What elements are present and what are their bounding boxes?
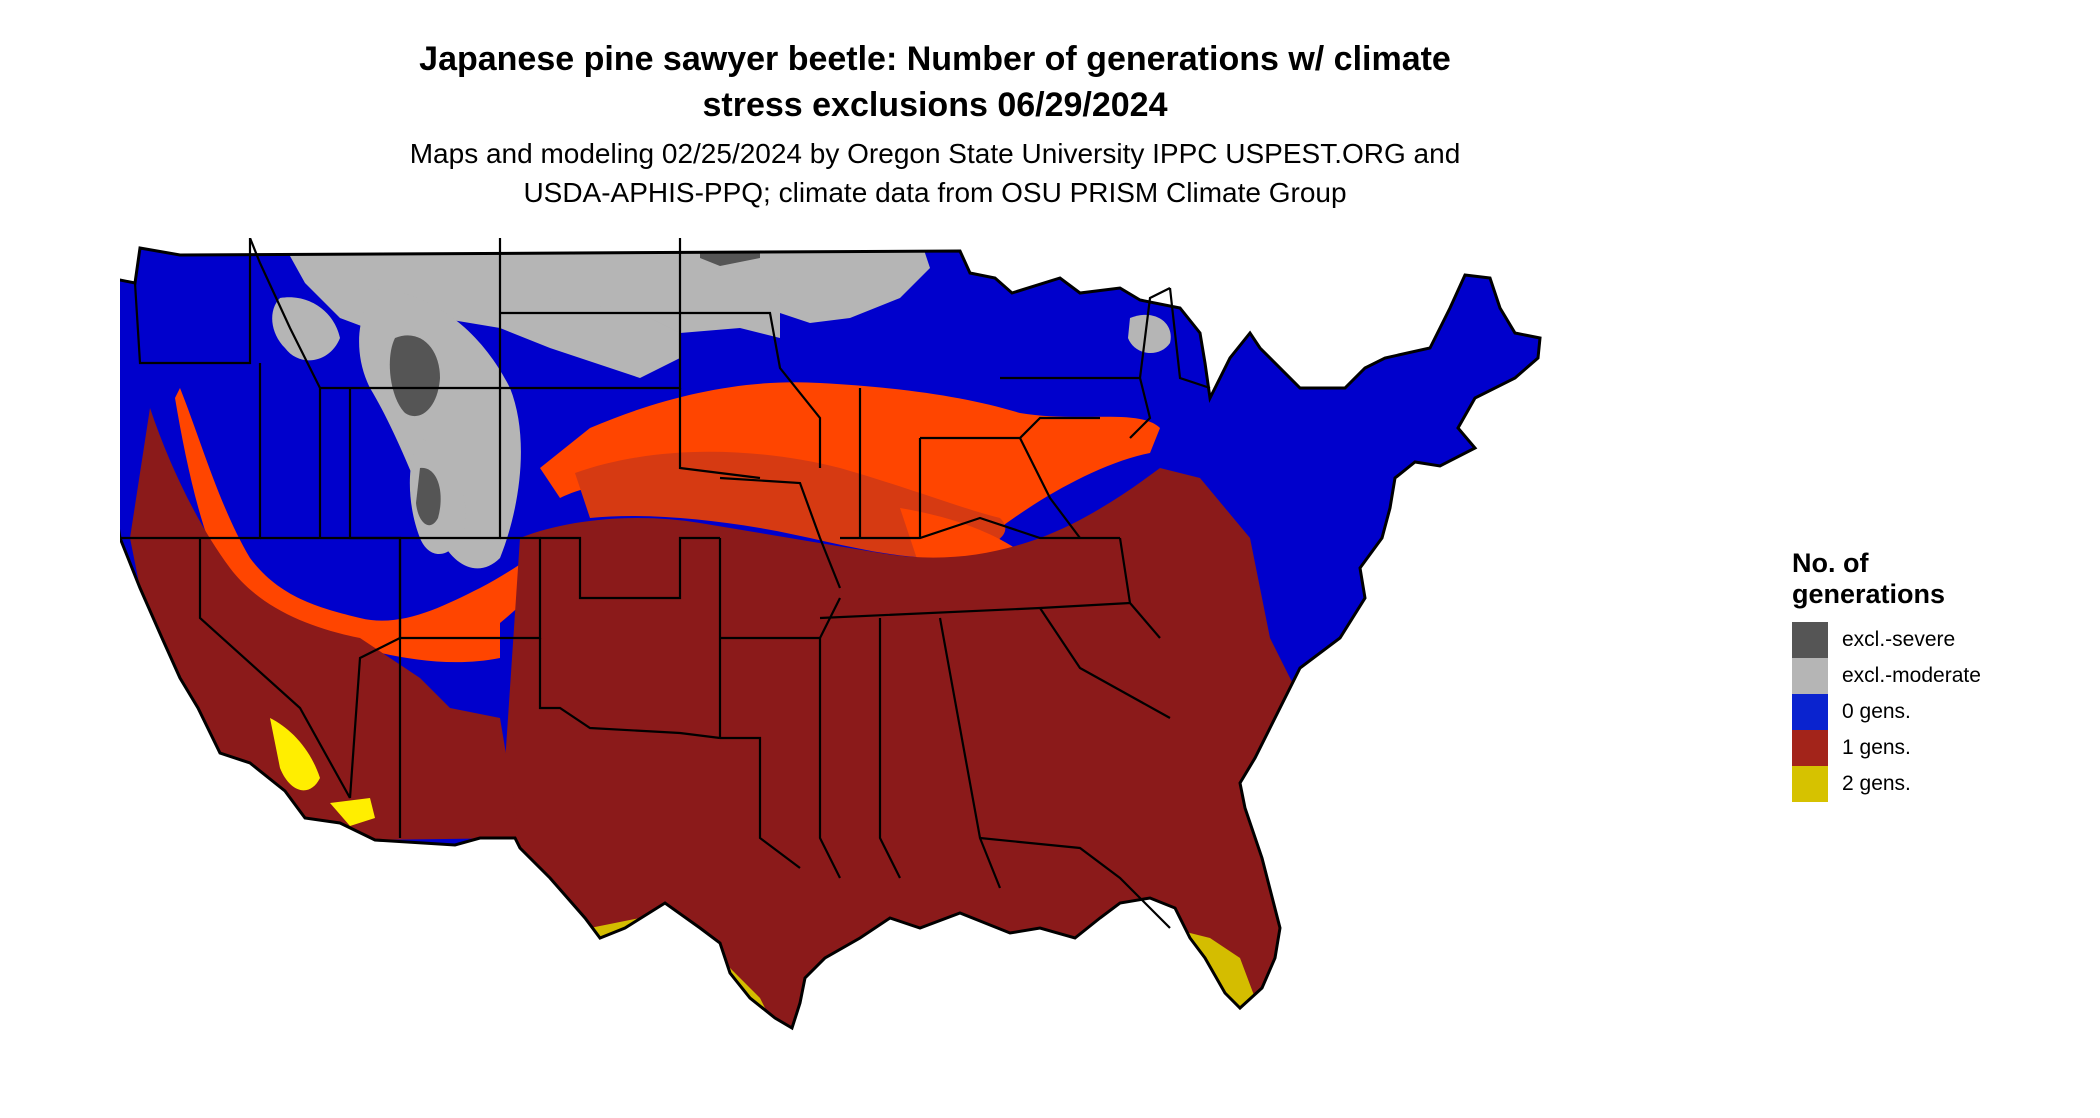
zone-two-gens-bright-arizona	[330, 798, 375, 826]
legend-title: No. of generations	[1792, 548, 2082, 610]
border-kentucky	[840, 516, 1120, 540]
map-title: Japanese pine sawyer beetle: Number of g…	[320, 36, 1550, 128]
us-generations-map	[120, 238, 1542, 1030]
legend-label-2-gens: 2 gens.	[1842, 772, 1911, 795]
zone-two-gens-bright-desert	[270, 718, 320, 791]
zone-transition-central	[540, 382, 1160, 552]
legend-item-0-gens: 0 gens.	[1792, 694, 2082, 730]
legend-item-excl-severe: excl.-severe	[1792, 622, 2082, 658]
zone-one-gen-southeast	[500, 468, 1320, 1028]
legend: No. of generations excl.-severe excl.-mo…	[1792, 548, 2082, 802]
border-minnesota-wisconsin	[680, 311, 822, 468]
border-florida	[979, 836, 1171, 929]
border-mississippi	[818, 638, 841, 879]
border-idaho-montana	[248, 238, 322, 538]
map-subtitle-line-2: USDA-APHIS-PPQ; climate data from OSU PR…	[523, 177, 1347, 208]
zone-transition-dark-central	[575, 451, 1006, 558]
border-louisiana	[720, 736, 801, 869]
legend-swatch-1-gens	[1792, 730, 1828, 766]
legend-item-excl-moderate: excl.-moderate	[1792, 658, 2082, 694]
border-nevada	[198, 538, 351, 799]
legend-swatch-excl-severe	[1792, 622, 1828, 658]
border-washington	[133, 238, 252, 365]
state-borders	[120, 238, 1211, 929]
border-kansas	[540, 536, 720, 600]
legend-label-1-gens: 1 gens.	[1842, 736, 1911, 759]
legend-item-1-gens: 1 gens.	[1792, 730, 2082, 766]
zone-transition-southwest	[175, 388, 590, 663]
zone-excl-severe-colorado	[416, 467, 441, 526]
map-title-line-2: stress exclusions 06/29/2024	[702, 86, 1168, 124]
legend-label-excl-moderate: excl.-moderate	[1842, 664, 1981, 687]
border-vermont	[1138, 287, 1171, 379]
legend-item-2-gens: 2 gens.	[1792, 766, 2082, 802]
zone-excl-moderate-maine	[1219, 249, 1321, 343]
border-wyoming	[348, 388, 502, 540]
legend-swatch-excl-moderate	[1792, 658, 1828, 694]
legend-swatch-2-gens	[1792, 766, 1828, 802]
legend-title-line-1: No. of	[1792, 548, 1869, 578]
legend-label-0-gens: 0 gens.	[1842, 700, 1911, 723]
border-west-virginia	[1019, 437, 1081, 539]
map-subtitle-line-1: Maps and modeling 02/25/2024 by Oregon S…	[409, 138, 1461, 169]
legend-swatch-0-gens	[1792, 694, 1828, 730]
zone-excl-moderate-idaho	[272, 297, 340, 361]
legend-title-line-2: generations	[1792, 579, 1946, 609]
border-ohio-penn	[920, 416, 1100, 440]
border-alabama	[878, 618, 901, 879]
border-virginia-carolina	[1118, 537, 1161, 639]
zone-excl-moderate-minnesota	[775, 248, 930, 323]
border-oklahoma	[538, 638, 721, 740]
border-south-carolina	[1039, 607, 1171, 719]
map-subtitle: Maps and modeling 02/25/2024 by Oregon S…	[320, 134, 1550, 212]
border-new-hampshire	[1168, 287, 1211, 390]
zone-one-gen-southwest	[130, 408, 520, 840]
border-nebraska-iowa	[678, 388, 761, 480]
zone-excl-moderate-adirondacks	[1128, 314, 1171, 354]
border-missouri-illinois	[719, 476, 842, 589]
map-title-line-1: Japanese pine sawyer beetle: Number of g…	[419, 40, 1451, 78]
border-new-york	[1000, 376, 1152, 439]
zone-excl-severe-wyoming	[389, 335, 440, 417]
generation-zones	[120, 248, 1540, 1028]
zone-excl-severe-maine	[1255, 248, 1315, 288]
legend-label-excl-severe: excl.-severe	[1842, 628, 1956, 651]
